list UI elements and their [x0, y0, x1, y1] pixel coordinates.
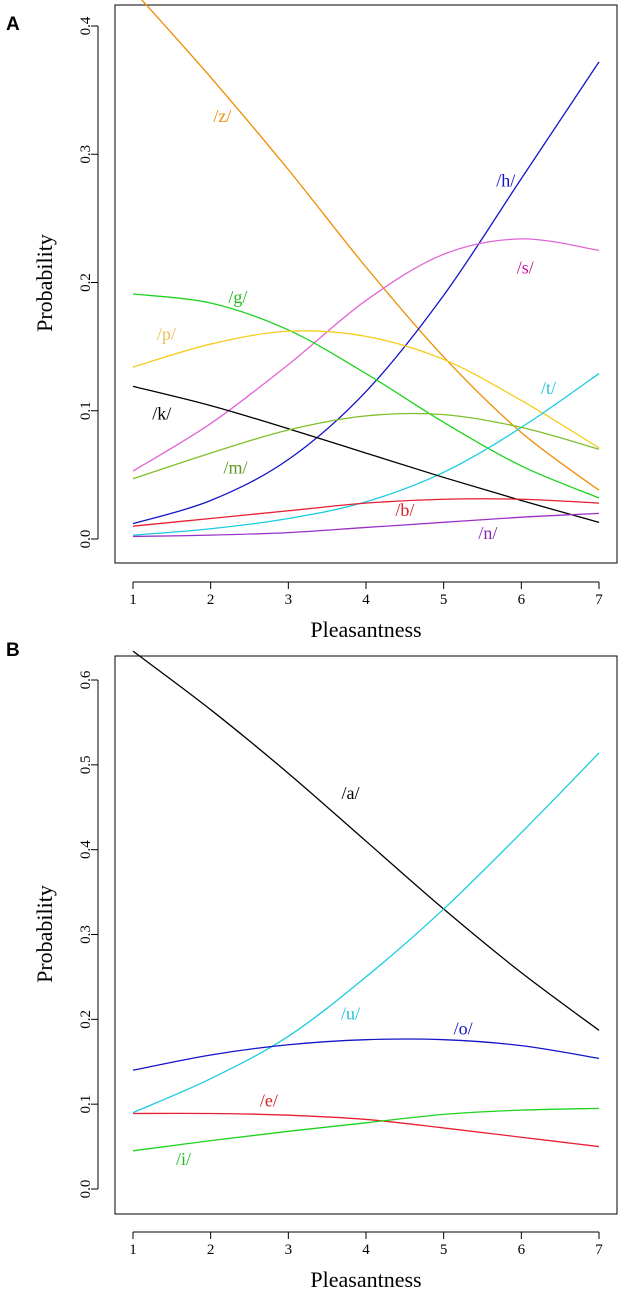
panel-b-y-tick-label: 0.0 [78, 1180, 94, 1199]
panel-b-ticks: 1 2 3 4 5 6 7 0.0 0.1 0.2 0.3 0.4 0.5 0.6 [78, 670, 603, 1258]
panel-b: B 1 2 3 4 5 6 7 0.0 0.1 0.2 0.3 0.4 0.5 0.6 /a/ /u/ /o/… [6, 640, 618, 1292]
panel-a-series-line-h [132, 61, 600, 525]
panel-b-series-line-e [132, 1112, 600, 1148]
panel-b-x-tick-label: 7 [595, 1242, 603, 1258]
panel-b-y-tick-label: 0.2 [78, 1010, 94, 1029]
panel-a-series-labels: /z/ /h/ /s/ /g/ /p/ /t/ /k/ /m/ /b/ /n/ [152, 106, 556, 543]
panel-a-series-label-b: /b/ [395, 500, 414, 520]
panel-a-letter: A [6, 14, 20, 35]
panel-a-y-tick-label: 0.0 [78, 530, 94, 549]
panel-b-series-label-o: /o/ [454, 1019, 473, 1039]
panel-b-y-tick-label: 0.6 [78, 670, 94, 689]
panel-b-x-tick-label: 3 [285, 1242, 293, 1258]
panel-a-x-tick-label: 7 [595, 592, 603, 608]
panel-b-x-tick-label: 4 [362, 1242, 370, 1258]
panel-b-series-label-e: /e/ [260, 1091, 278, 1111]
panel-b-series-label-u: /u/ [341, 1003, 360, 1023]
panel-a-series-line-b [132, 498, 600, 527]
panel-a-series-line-n [132, 512, 600, 538]
panel-a-series-label-p: /p/ [157, 324, 176, 344]
panel-a-series-line-p [132, 330, 600, 449]
panel-b-letter: B [6, 640, 20, 661]
panel-a-lines [132, 0, 600, 538]
panel-b-x-axis-title: Pleasantness [310, 1267, 421, 1292]
panel-a-series-line-s [132, 238, 600, 472]
panel-a-y-tick-label: 0.1 [78, 401, 94, 420]
panel-a-ticks: 1 2 3 4 5 6 7 0.0 0.1 0.2 0.3 0.4 [78, 16, 603, 608]
panel-a-series-label-m: /m/ [224, 458, 248, 478]
panel-a-x-tick-label: 5 [440, 592, 448, 608]
panel-b-y-tick-label: 0.4 [78, 840, 94, 859]
panel-a-series-label-h: /h/ [496, 170, 515, 190]
panel-b-series-line-o [132, 1038, 600, 1071]
panel-b-x-tick-label: 5 [440, 1242, 448, 1258]
panel-a-y-tick-label: 0.2 [78, 273, 94, 292]
panel-a-x-tick-label: 4 [362, 592, 370, 608]
panel-a-series-line-g [132, 293, 600, 499]
panel-b-series-label-i: /i/ [176, 1149, 191, 1169]
panel-a-series-line-z [141, 0, 600, 491]
panel-a-series-label-s: /s/ [517, 258, 534, 278]
panel-b-x-tick-label: 2 [207, 1242, 215, 1258]
panel-b-y-axis-title: Probability [32, 885, 57, 983]
panel-a: A 1 2 3 4 5 6 7 0.0 0.1 0.2 0.3 0.4 /z/ /h/ /s/ /g/ /p/… [6, 0, 618, 642]
panel-a-x-tick-label: 3 [285, 592, 293, 608]
panel-b-x-tick-label: 6 [518, 1242, 526, 1258]
panel-a-x-axis-title: Pleasantness [310, 617, 421, 642]
panel-b-y-tick-label: 0.5 [78, 755, 94, 774]
panel-b-y-tick-label: 0.1 [78, 1095, 94, 1114]
panel-a-series-label-t: /t/ [541, 378, 556, 398]
panel-a-series-line-k [132, 385, 600, 523]
panel-a-x-tick-label: 6 [518, 592, 526, 608]
panel-a-x-tick-label: 1 [129, 592, 137, 608]
panel-a-series-line-t [132, 373, 600, 536]
panel-b-series-labels: /a/ /u/ /o/ /e/ /i/ [176, 783, 473, 1169]
panel-a-plot-frame [114, 4, 618, 564]
panel-b-lines [132, 650, 600, 1152]
panel-a-series-label-g: /g/ [228, 287, 247, 307]
panel-a-y-axis-title: Probability [32, 234, 57, 332]
panel-b-plot-frame [114, 655, 618, 1215]
panel-b-y-tick-label: 0.3 [78, 925, 94, 944]
panel-a-series-line-m [132, 412, 600, 480]
panel-a-series-label-k: /k/ [152, 404, 171, 424]
panel-b-series-label-a: /a/ [341, 783, 359, 803]
panel-a-series-label-n: /n/ [478, 523, 497, 543]
panel-a-x-tick-label: 2 [207, 592, 215, 608]
panel-a-y-tick-label: 0.4 [78, 16, 94, 35]
panel-a-y-tick-label: 0.3 [78, 145, 94, 164]
panel-a-series-label-z: /z/ [213, 106, 231, 126]
panel-b-series-line-a [132, 650, 600, 1031]
panel-b-series-line-u [132, 752, 600, 1114]
panel-b-series-line-i [132, 1107, 600, 1152]
panel-b-x-tick-label: 1 [129, 1242, 137, 1258]
